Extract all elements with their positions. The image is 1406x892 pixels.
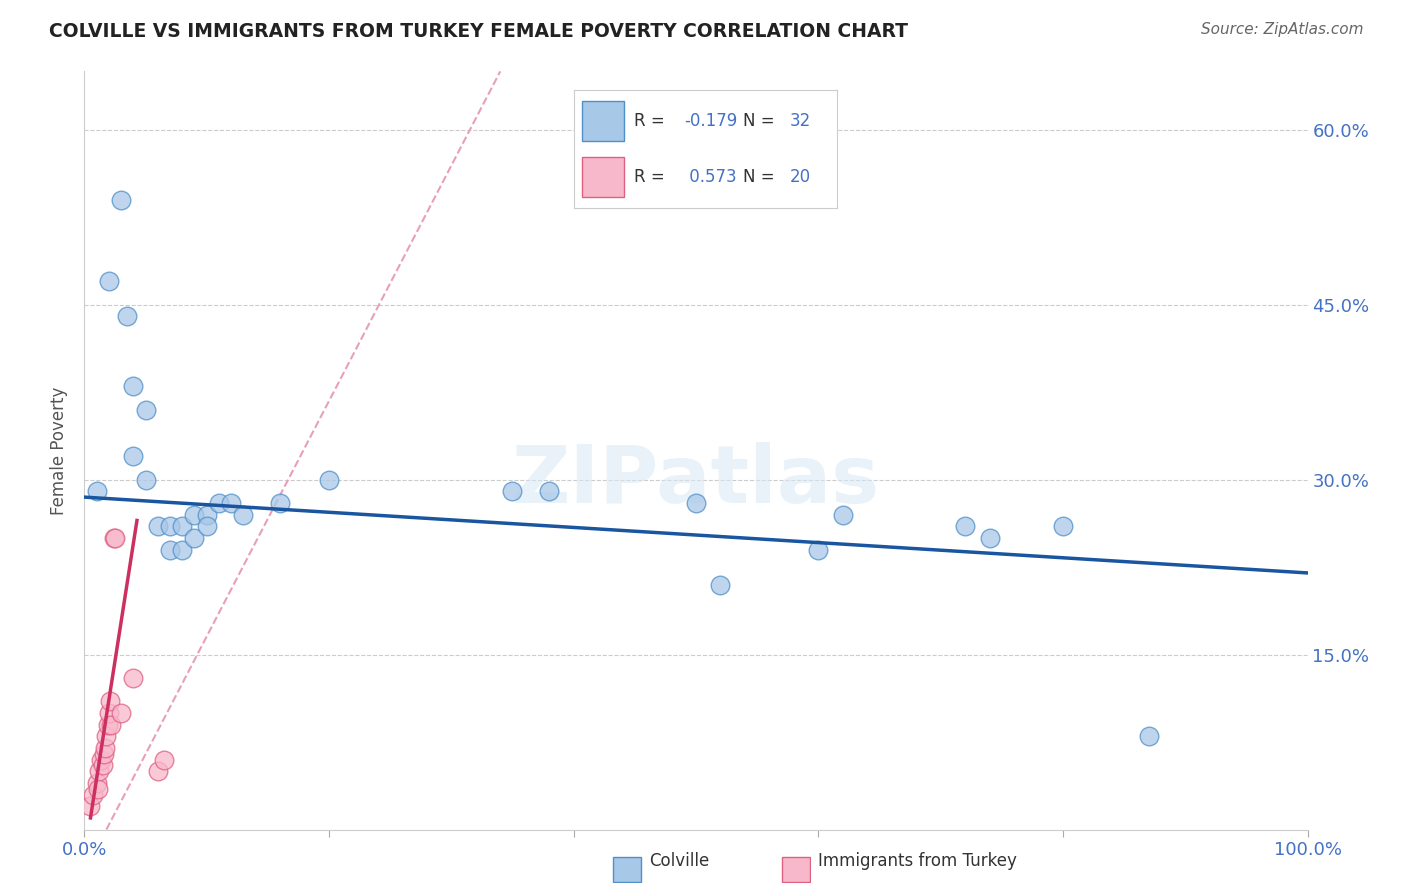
Point bbox=[538, 484, 561, 499]
Point bbox=[82, 788, 104, 802]
Point bbox=[807, 542, 830, 557]
Point bbox=[953, 519, 976, 533]
Point bbox=[502, 484, 524, 499]
Point bbox=[159, 542, 181, 557]
Point bbox=[183, 531, 205, 545]
Point bbox=[979, 531, 1001, 545]
Point bbox=[195, 519, 218, 533]
Point bbox=[86, 776, 108, 790]
Point bbox=[208, 496, 231, 510]
Point bbox=[91, 758, 114, 772]
Point bbox=[104, 531, 127, 545]
Point bbox=[135, 473, 157, 487]
Point bbox=[172, 519, 194, 533]
Point bbox=[122, 671, 145, 685]
Point bbox=[1137, 729, 1160, 743]
Point bbox=[685, 496, 707, 510]
FancyBboxPatch shape bbox=[613, 857, 641, 882]
Point bbox=[146, 519, 169, 533]
Point bbox=[103, 531, 125, 545]
Text: Source: ZipAtlas.com: Source: ZipAtlas.com bbox=[1201, 22, 1364, 37]
Point bbox=[97, 706, 120, 720]
Point bbox=[87, 764, 110, 779]
Point bbox=[135, 402, 157, 417]
Point bbox=[195, 508, 218, 522]
Point bbox=[159, 519, 181, 533]
Point bbox=[115, 310, 138, 324]
Point bbox=[269, 496, 291, 510]
Point bbox=[100, 717, 122, 731]
Point bbox=[153, 753, 176, 767]
Point bbox=[219, 496, 242, 510]
Point bbox=[96, 729, 118, 743]
Point bbox=[86, 484, 108, 499]
Point bbox=[172, 542, 194, 557]
Text: COLVILLE VS IMMIGRANTS FROM TURKEY FEMALE POVERTY CORRELATION CHART: COLVILLE VS IMMIGRANTS FROM TURKEY FEMAL… bbox=[49, 22, 908, 41]
Point bbox=[93, 747, 115, 761]
Point bbox=[97, 274, 120, 288]
FancyBboxPatch shape bbox=[782, 857, 810, 882]
Point bbox=[98, 694, 121, 708]
Point bbox=[146, 764, 169, 779]
Y-axis label: Female Poverty: Female Poverty bbox=[51, 386, 69, 515]
Point bbox=[87, 781, 110, 796]
Text: ZIPatlas: ZIPatlas bbox=[512, 442, 880, 520]
Point bbox=[232, 508, 254, 522]
Point bbox=[94, 740, 117, 755]
Point bbox=[1052, 519, 1074, 533]
Point bbox=[79, 799, 101, 814]
Text: Immigrants from Turkey: Immigrants from Turkey bbox=[818, 852, 1017, 870]
Point bbox=[110, 193, 132, 207]
Point bbox=[122, 450, 145, 464]
Point bbox=[709, 577, 731, 591]
Point bbox=[122, 379, 145, 393]
Text: Colville: Colville bbox=[650, 852, 710, 870]
Point bbox=[831, 508, 853, 522]
Point bbox=[318, 473, 340, 487]
Point bbox=[97, 717, 120, 731]
Point bbox=[110, 706, 132, 720]
Point bbox=[90, 753, 112, 767]
Point bbox=[183, 508, 205, 522]
